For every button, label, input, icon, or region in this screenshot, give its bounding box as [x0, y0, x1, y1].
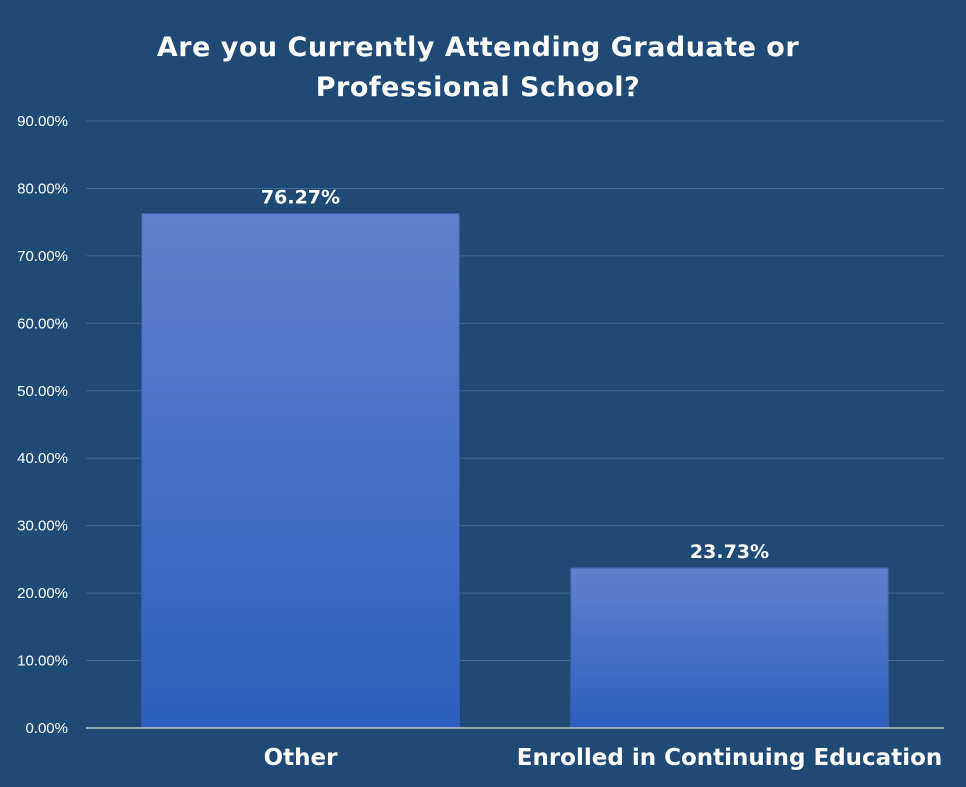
bar-0	[141, 213, 460, 729]
category-label-1: Enrolled in Continuing Education	[517, 745, 943, 771]
y-tick-label: 30.00%	[17, 518, 68, 535]
y-tick-label: 70.00%	[17, 248, 68, 265]
data-label-1: 23.73%	[690, 541, 769, 563]
bars	[141, 213, 889, 729]
data-labels: 76.27% 23.73%	[261, 187, 769, 563]
y-tick-label: 80.00%	[17, 180, 68, 197]
category-labels: Other Enrolled in Continuing Education	[264, 745, 943, 771]
y-tick-label: 50.00%	[17, 383, 68, 400]
y-tick-label: 20.00%	[17, 585, 68, 602]
chart-title-line-2: Professional School?	[316, 72, 640, 103]
chart-title-line-1: Are you Currently Attending Graduate or	[157, 32, 799, 63]
y-tick-label: 10.00%	[17, 653, 68, 670]
bar-1	[570, 567, 889, 729]
y-tick-label: 60.00%	[17, 315, 68, 332]
y-axis-ticks: 0.00% 10.00% 20.00% 30.00% 40.00% 50.00% 60.00…	[17, 113, 68, 737]
y-tick-label: 90.00%	[17, 113, 68, 130]
y-tick-label: 40.00%	[17, 450, 68, 467]
y-tick-label: 0.00%	[25, 720, 68, 737]
category-label-0: Other	[264, 745, 339, 771]
chart-title: Are you Currently Attending Graduate or …	[157, 32, 799, 103]
data-label-0: 76.27%	[261, 187, 340, 209]
